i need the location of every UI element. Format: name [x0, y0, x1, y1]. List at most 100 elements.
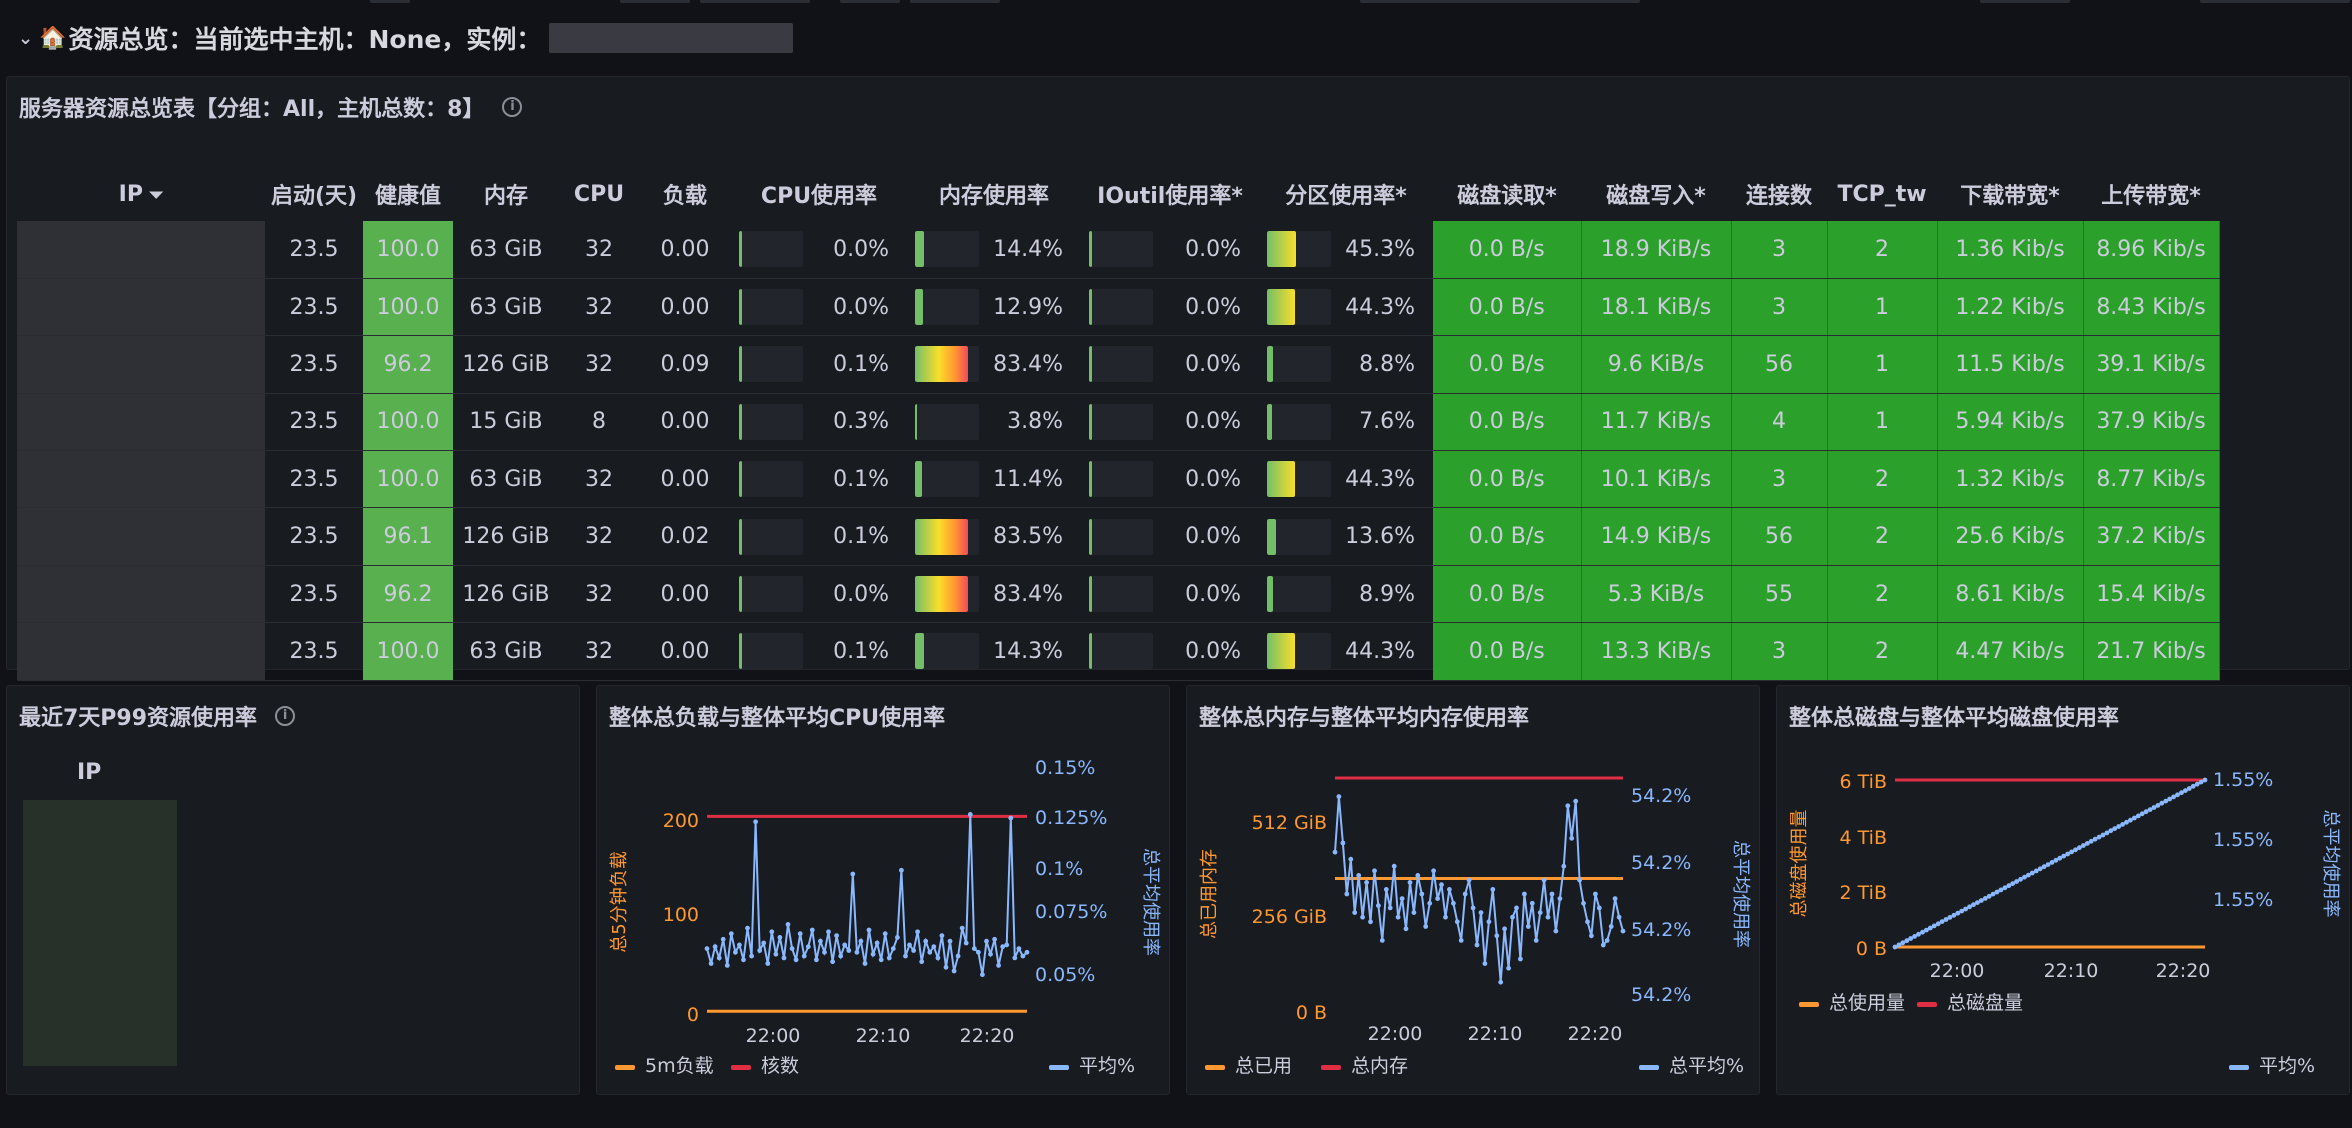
data-point[interactable] [1435, 896, 1440, 901]
data-point[interactable] [1439, 882, 1444, 888]
series-line-3[interactable] [1334, 796, 1624, 983]
data-point[interactable] [1332, 849, 1338, 855]
data-point[interactable] [1407, 880, 1413, 885]
data-point[interactable] [1529, 900, 1535, 906]
data-point[interactable] [1549, 891, 1555, 897]
data-point[interactable] [2073, 847, 2078, 853]
data-point[interactable] [992, 936, 997, 942]
cpu-cell[interactable]: 32 [559, 507, 639, 566]
data-point[interactable] [911, 948, 916, 953]
ip-cell-redacted[interactable] [17, 622, 265, 681]
data-point[interactable] [1951, 912, 1957, 918]
data-point[interactable] [984, 938, 989, 944]
data-point[interactable] [2116, 824, 2122, 829]
data-point[interactable] [955, 953, 961, 959]
mem-cell[interactable]: 126 GiB [453, 335, 559, 394]
data-point[interactable] [1920, 929, 1925, 935]
column-header[interactable]: 启动(天) [265, 167, 363, 221]
data-point[interactable] [1000, 944, 1006, 950]
data-point[interactable] [2183, 788, 2188, 793]
data-point[interactable] [1411, 910, 1417, 915]
data-point[interactable] [1522, 891, 1527, 897]
data-point[interactable] [745, 925, 750, 931]
data-point[interactable] [943, 964, 949, 970]
data-point[interactable] [1447, 887, 1452, 892]
data-point[interactable] [1431, 868, 1436, 874]
data-point[interactable] [1904, 938, 1910, 944]
data-point[interactable] [1537, 910, 1543, 915]
data-point[interactable] [797, 931, 803, 937]
data-point[interactable] [2159, 800, 2165, 806]
data-point[interactable] [2061, 853, 2067, 859]
data-point[interactable] [1387, 905, 1393, 911]
data-point[interactable] [1423, 924, 1429, 929]
legend-label[interactable]: 平均% [1079, 1055, 1135, 1077]
data-point[interactable] [1959, 908, 1965, 914]
ip-cell-redacted[interactable] [17, 335, 265, 394]
data-point[interactable] [1947, 915, 1953, 920]
data-point[interactable] [1454, 919, 1460, 925]
data-point[interactable] [2120, 822, 2125, 827]
cpu-cell[interactable]: 32 [559, 622, 639, 681]
data-point[interactable] [1620, 928, 1626, 934]
data-point[interactable] [1443, 914, 1448, 920]
data-point[interactable] [1561, 863, 1567, 869]
data-point[interactable] [1986, 893, 1992, 899]
data-point[interactable] [2053, 857, 2059, 863]
data-point[interactable] [777, 935, 783, 940]
data-point[interactable] [2033, 868, 2039, 874]
data-point[interactable] [882, 931, 888, 937]
data-point[interactable] [1478, 910, 1484, 915]
data-point[interactable] [789, 946, 795, 951]
data-point[interactable] [2069, 849, 2074, 855]
table-row[interactable]: 23.5 96.2 126 GiB 32 0.09 0.1% 83.4% 0.0% 8.8% 0.… [17, 335, 2220, 394]
data-point[interactable] [858, 938, 864, 944]
data-point[interactable] [866, 927, 872, 933]
data-point[interactable] [728, 931, 734, 937]
table-row[interactable]: 23.5 100.0 63 GiB 32 0.00 0.1% 11.4% 0.0% 44.3% 0… [17, 450, 2220, 509]
info-icon[interactable]: i [275, 706, 296, 726]
table-row[interactable]: 23.5 96.1 126 GiB 32 0.02 0.1% 83.5% 0.0% 13.6% 0… [17, 507, 2220, 566]
data-point[interactable] [2139, 811, 2145, 817]
data-point[interactable] [939, 933, 945, 938]
legend-label[interactable]: 总使用量 [1829, 992, 1905, 1014]
data-point[interactable] [1569, 835, 1575, 841]
column-header[interactable]: CPU使用率 [731, 167, 907, 221]
data-point[interactable] [805, 944, 811, 950]
data-point[interactable] [923, 938, 929, 944]
data-point[interactable] [2175, 792, 2180, 798]
data-point[interactable] [2037, 866, 2043, 872]
data-point[interactable] [1008, 815, 1014, 821]
data-point[interactable] [2057, 855, 2063, 861]
data-point[interactable] [741, 957, 746, 963]
data-point[interactable] [708, 961, 714, 966]
data-point[interactable] [704, 946, 710, 951]
data-point[interactable] [2096, 834, 2102, 840]
data-point[interactable] [1525, 924, 1531, 929]
data-point[interactable] [2124, 819, 2129, 825]
table-row[interactable]: 23.5 100.0 63 GiB 32 0.00 0.1% 14.3% 0.0% 44.3% 0… [17, 622, 2220, 681]
data-point[interactable] [1482, 961, 1488, 966]
cpu-cell[interactable]: 8 [559, 393, 639, 452]
data-point[interactable] [899, 867, 904, 873]
chevron-down-icon[interactable]: ⌄ [18, 27, 34, 49]
data-point[interactable] [2088, 838, 2094, 844]
data-point[interactable] [1971, 902, 1976, 908]
data-point[interactable] [1502, 926, 1507, 932]
data-point[interactable] [886, 955, 892, 961]
data-point[interactable] [1994, 889, 2000, 895]
data-point[interactable] [931, 944, 937, 950]
data-point[interactable] [2143, 809, 2149, 815]
data-point[interactable] [1604, 938, 1610, 943]
data-point[interactable] [915, 929, 920, 935]
data-point[interactable] [2065, 851, 2071, 857]
data-point[interactable] [959, 925, 965, 931]
data-point[interactable] [1490, 887, 1496, 892]
legend-label[interactable]: 总内存 [1351, 1055, 1408, 1077]
data-point[interactable] [1978, 898, 1984, 903]
data-point[interactable] [976, 949, 981, 955]
data-point[interactable] [1344, 891, 1350, 897]
data-point[interactable] [846, 948, 852, 953]
column-header[interactable]: 磁盘读取* [1433, 167, 1581, 221]
data-point[interactable] [2167, 796, 2173, 802]
